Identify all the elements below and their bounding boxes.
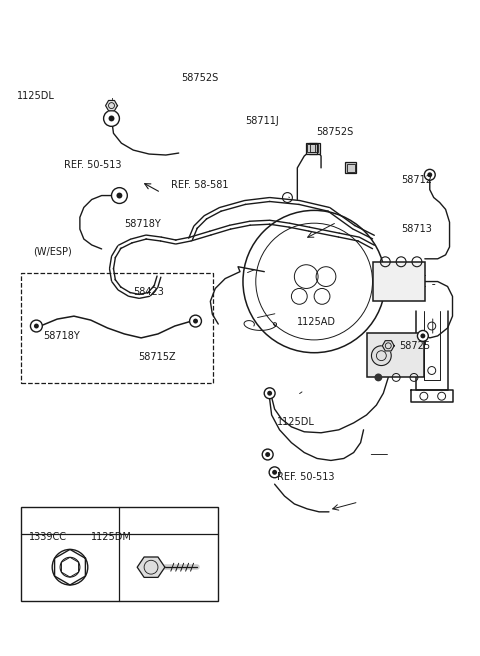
Circle shape [374,373,383,381]
Text: 58718Y: 58718Y [43,331,80,340]
Text: 58752S: 58752S [316,127,353,137]
Circle shape [117,193,122,199]
Circle shape [34,323,39,329]
Circle shape [272,470,277,475]
Circle shape [193,319,198,323]
Circle shape [190,315,202,327]
Text: 58752S: 58752S [180,73,218,83]
Circle shape [265,452,270,457]
Circle shape [427,173,432,177]
Text: 58712: 58712 [401,175,432,185]
Circle shape [262,449,273,460]
Text: 58711J: 58711J [245,115,278,125]
Bar [345,163,356,173]
Text: (W/ESP): (W/ESP) [34,247,72,256]
Circle shape [30,320,42,332]
Circle shape [420,333,425,338]
Circle shape [372,346,391,365]
Bar [21,507,218,601]
Circle shape [108,115,114,121]
Text: 58725: 58725 [399,341,430,351]
Circle shape [418,331,428,341]
Text: REF. 50-513: REF. 50-513 [277,472,335,482]
Text: 1125DL: 1125DL [277,417,315,427]
Bar [309,142,320,154]
Circle shape [269,467,280,478]
Bar [310,144,318,152]
Text: 1125AD: 1125AD [297,316,336,327]
Circle shape [52,550,88,585]
Polygon shape [106,100,118,111]
Bar [306,142,317,154]
Polygon shape [383,340,394,351]
Text: 58423: 58423 [133,287,164,297]
Text: 1339CC: 1339CC [29,532,67,542]
Text: 1125DM: 1125DM [91,532,132,542]
Text: 58713: 58713 [401,224,432,234]
Circle shape [424,169,435,180]
Bar [347,164,355,172]
Circle shape [111,188,127,203]
Text: REF. 58-581: REF. 58-581 [171,180,228,190]
Text: 1125DL: 1125DL [17,91,55,101]
Circle shape [104,111,120,127]
Polygon shape [137,557,165,577]
Bar [21,273,213,383]
Bar [367,333,424,377]
Bar [307,144,315,152]
Text: 58715Z: 58715Z [138,352,176,362]
Circle shape [267,391,272,396]
Circle shape [264,388,275,399]
Bar [373,262,425,301]
Text: 58718Y: 58718Y [124,219,160,229]
Circle shape [60,558,80,577]
Text: REF. 50-513: REF. 50-513 [64,159,122,170]
